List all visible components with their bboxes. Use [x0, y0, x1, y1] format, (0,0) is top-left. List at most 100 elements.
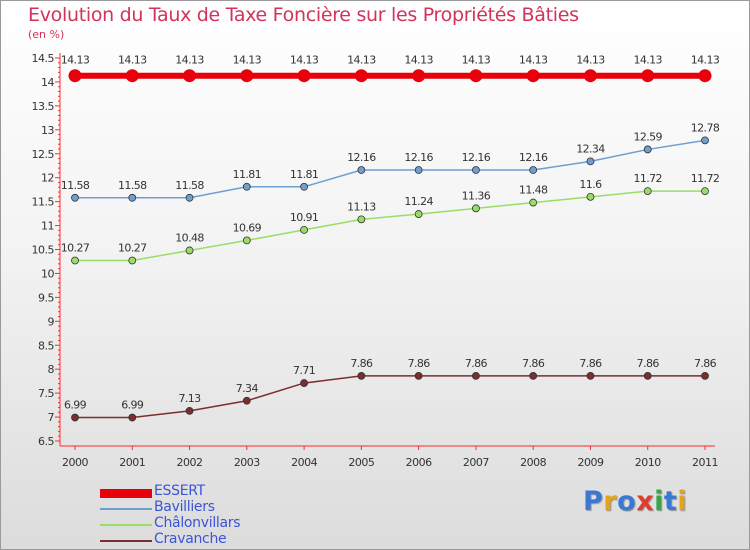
x-tick-label: 2011	[692, 456, 718, 469]
data-label: 7.86	[350, 357, 373, 370]
line-chart: 6.5 7 7.5 8 8.5 9 9.5 10 10.5 11 11.5 12 12.5 13 13.5 1…	[32, 52, 721, 469]
data-label: 11.13	[347, 200, 376, 213]
data-point	[71, 256, 79, 265]
proxiti-logo: Proxiti	[583, 486, 687, 517]
data-point	[643, 371, 652, 380]
data-label: 10.48	[175, 231, 204, 244]
data-point	[414, 210, 423, 218]
logo-letter: o	[617, 486, 637, 517]
y-tick-label: 7.5	[38, 387, 54, 400]
data-point	[529, 371, 538, 380]
data-label: 11.36	[462, 189, 491, 202]
data-point	[469, 69, 483, 83]
x-tick-label: 2004	[291, 456, 317, 469]
legend-label: ESSERT	[154, 483, 205, 499]
x-tick-label: 2006	[406, 456, 432, 469]
data-point	[128, 413, 137, 422]
data-label: 14.13	[175, 54, 204, 67]
data-point	[414, 166, 423, 174]
series-line-châlonvillars	[75, 190, 705, 262]
legend-swatch	[100, 508, 152, 510]
data-point	[526, 69, 540, 83]
data-label: 10.27	[118, 242, 147, 255]
data-point	[357, 371, 366, 380]
data-point	[412, 69, 426, 83]
data-point	[354, 69, 368, 83]
data-point	[125, 69, 139, 83]
y-tick-label: 13.5	[32, 100, 55, 113]
y-tick-label: 10	[41, 267, 54, 280]
data-point	[472, 166, 480, 174]
data-label: 6.99	[64, 399, 87, 412]
data-label: 12.34	[576, 142, 605, 155]
data-point	[240, 69, 254, 83]
data-label: 14.13	[118, 54, 147, 67]
data-label: 7.13	[178, 392, 201, 405]
data-label: 11.58	[61, 179, 90, 192]
data-point	[300, 225, 308, 234]
data-label: 11.48	[519, 184, 548, 197]
data-label: 12.78	[691, 121, 720, 134]
data-point	[128, 193, 137, 202]
data-label: 11.6	[579, 178, 602, 191]
unit-label: (en %)	[28, 28, 65, 41]
data-label: 10.27	[61, 242, 90, 255]
x-tick-label: 2000	[62, 456, 88, 469]
data-label: 7.71	[293, 364, 315, 377]
data-label: 7.34	[236, 382, 259, 395]
x-tick-label: 2008	[520, 456, 546, 469]
data-label: 10.69	[233, 221, 262, 234]
legend-label: Cravanche	[154, 531, 227, 547]
data-label: 12.16	[347, 151, 376, 164]
data-point	[472, 204, 480, 213]
y-tick-label: 9.5	[38, 291, 54, 304]
data-label: 12.59	[633, 130, 662, 143]
logo-letter: r	[603, 486, 618, 517]
data-point	[643, 187, 652, 195]
y-tick-label: 12.5	[32, 148, 55, 161]
data-point	[586, 371, 595, 380]
y-tick-label: 11.5	[32, 196, 55, 209]
data-point	[68, 69, 82, 83]
y-tick-label: 9	[48, 315, 55, 328]
data-point	[586, 192, 595, 201]
data-label: 7.86	[465, 357, 488, 370]
y-tick-label: 14	[41, 76, 54, 89]
data-point	[643, 145, 652, 154]
logo-letter: x	[636, 486, 655, 517]
legend-swatch	[100, 540, 152, 542]
x-tick-label: 2003	[234, 456, 260, 469]
x-tick-label: 2005	[348, 456, 374, 469]
legend-swatch	[100, 524, 152, 526]
logo-letter: P	[583, 486, 604, 517]
data-point	[529, 198, 538, 207]
data-point	[242, 236, 251, 245]
data-label: 11.58	[175, 179, 204, 192]
data-point	[586, 157, 595, 166]
data-label: 11.81	[233, 168, 262, 181]
legend-label: Bavilliers	[154, 499, 215, 515]
data-point	[529, 166, 538, 174]
legend-label: Châlonvillars	[154, 515, 241, 531]
y-tick-label: 10.5	[32, 244, 55, 257]
data-label: 14.13	[404, 54, 433, 67]
x-tick-label: 2010	[635, 456, 661, 469]
data-label: 11.72	[691, 172, 720, 185]
data-point	[698, 69, 712, 83]
data-label: 14.13	[462, 54, 491, 67]
data-label: 11.81	[290, 168, 319, 181]
y-tick-label: 14.5	[32, 52, 55, 65]
data-point	[297, 69, 311, 83]
data-label: 7.86	[408, 357, 431, 370]
data-point	[71, 413, 79, 422]
series-line-cravanche	[75, 375, 705, 419]
y-tick-label: 12	[41, 172, 54, 185]
data-label: 14.13	[576, 54, 605, 67]
data-label: 7.86	[637, 357, 660, 370]
data-point	[701, 187, 709, 195]
data-point	[583, 69, 597, 83]
data-label: 14.13	[347, 54, 376, 67]
data-label: 11.58	[118, 179, 147, 192]
data-label: 11.72	[633, 172, 662, 185]
